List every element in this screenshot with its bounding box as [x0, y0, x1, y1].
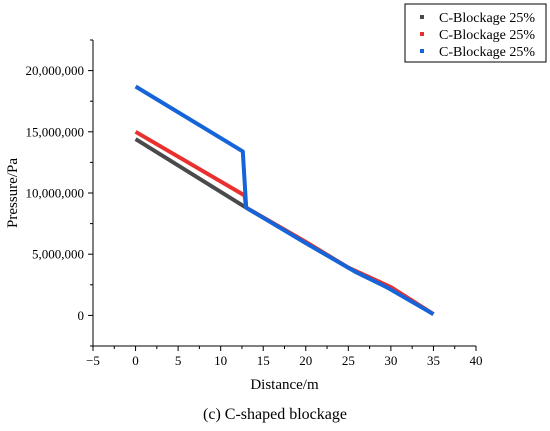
x-tick-label: 40	[470, 353, 483, 368]
series-line-3	[134, 84, 435, 316]
x-axis-title: Distance/m	[250, 377, 319, 393]
legend-swatch	[420, 32, 424, 36]
series-group	[134, 84, 435, 316]
x-tick-label: 20	[299, 353, 312, 368]
legend-label: C-Blockage 25%	[439, 11, 535, 26]
axes: −5 0 5 10 15 20 25 30 35 40 0 5,000,000 10,000,000 15…	[26, 39, 483, 368]
x-tick-label: 25	[342, 353, 355, 368]
legend: C-Blockage 25% C-Blockage 25% C-Blockage 2…	[404, 3, 547, 63]
y-tick-label: 10,000,000	[26, 186, 85, 201]
y-axis-title: Pressure/Pa	[5, 158, 21, 228]
legend-label: C-Blockage 25%	[439, 45, 535, 60]
x-tick-label: −5	[86, 353, 100, 368]
x-tick-label: 15	[257, 353, 270, 368]
y-tick-label: 5,000,000	[32, 247, 84, 262]
y-tick-label: 15,000,000	[26, 124, 85, 139]
legend-swatch	[420, 15, 424, 19]
legend-swatch	[420, 49, 424, 53]
x-tick-label: 0	[132, 353, 139, 368]
x-tick-label: 5	[175, 353, 182, 368]
x-tick-label: 35	[427, 353, 440, 368]
y-tick-label: 0	[78, 308, 85, 323]
x-tick-label: 10	[214, 353, 227, 368]
legend-label: C-Blockage 25%	[439, 28, 535, 43]
legend-box	[404, 3, 547, 63]
y-tick-label: 20,000,000	[26, 63, 85, 78]
x-tick-label: 30	[384, 353, 397, 368]
figure-caption: (c) C-shaped blockage	[203, 406, 347, 423]
